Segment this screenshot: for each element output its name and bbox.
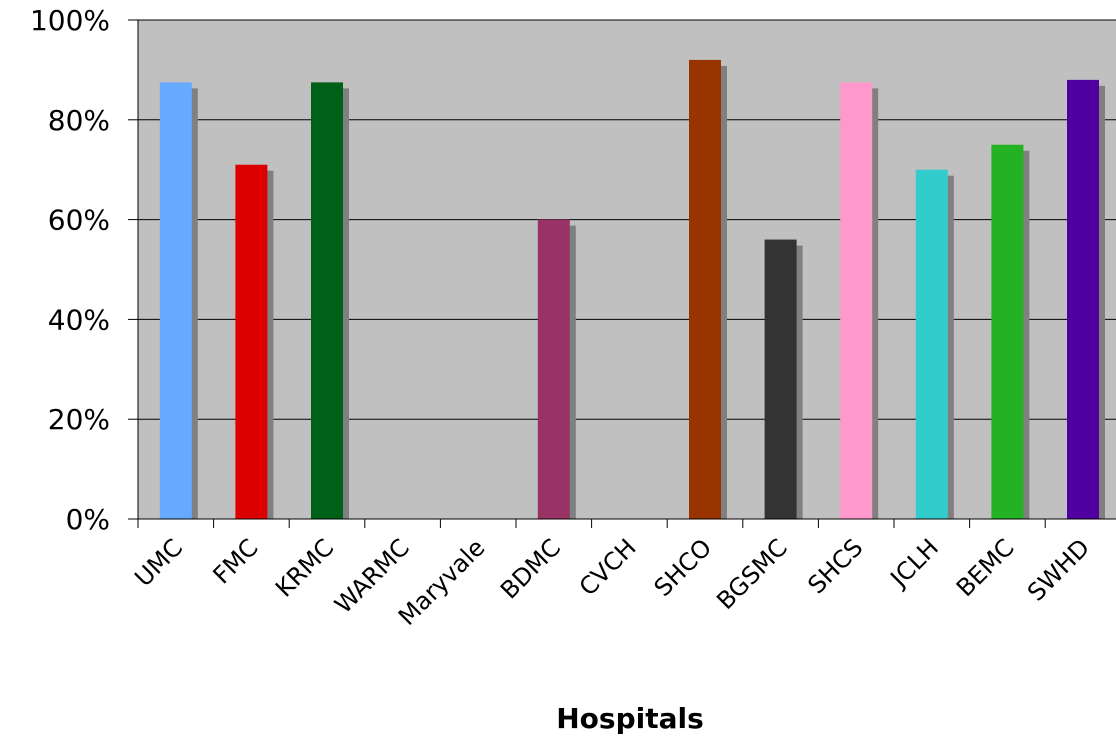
x-category-label: SWHD — [1022, 533, 1095, 606]
y-tick-label: 60% — [48, 204, 110, 237]
x-category-label: BGSMC — [711, 533, 793, 615]
bar-krmc — [311, 82, 343, 519]
x-category-label: FMC — [208, 533, 264, 589]
bar-umc — [159, 82, 192, 519]
bar-shcs — [840, 82, 873, 519]
x-category-label: BEMC — [951, 533, 1020, 602]
axes — [128, 19, 1116, 528]
x-category-label: SHCS — [802, 533, 868, 599]
plot-area — [138, 20, 1116, 519]
bar-bemc — [991, 144, 1024, 519]
x-axis-title: Hospitals — [556, 702, 704, 735]
bar-bdmc — [537, 219, 570, 519]
bar-swhd — [1067, 79, 1099, 519]
bars — [159, 59, 1105, 520]
bar-shco — [689, 59, 721, 520]
x-category-label: UMC — [129, 533, 188, 592]
y-tick-label: 80% — [48, 104, 110, 137]
x-category-label: KRMC — [270, 533, 339, 602]
y-tick-label: 0% — [66, 503, 110, 536]
y-tick-label: 40% — [48, 303, 110, 336]
x-category-label: SHCO — [649, 533, 718, 602]
x-category-label: JCLH — [884, 533, 944, 593]
y-tick-label: 100% — [30, 4, 110, 37]
bar-fmc — [235, 164, 268, 519]
x-category-label: CVCH — [574, 533, 642, 601]
y-tick-label: 20% — [48, 403, 110, 436]
x-category-label: BDMC — [495, 533, 566, 604]
bar-jclh — [915, 169, 948, 519]
bar-bgsmc — [764, 239, 797, 519]
